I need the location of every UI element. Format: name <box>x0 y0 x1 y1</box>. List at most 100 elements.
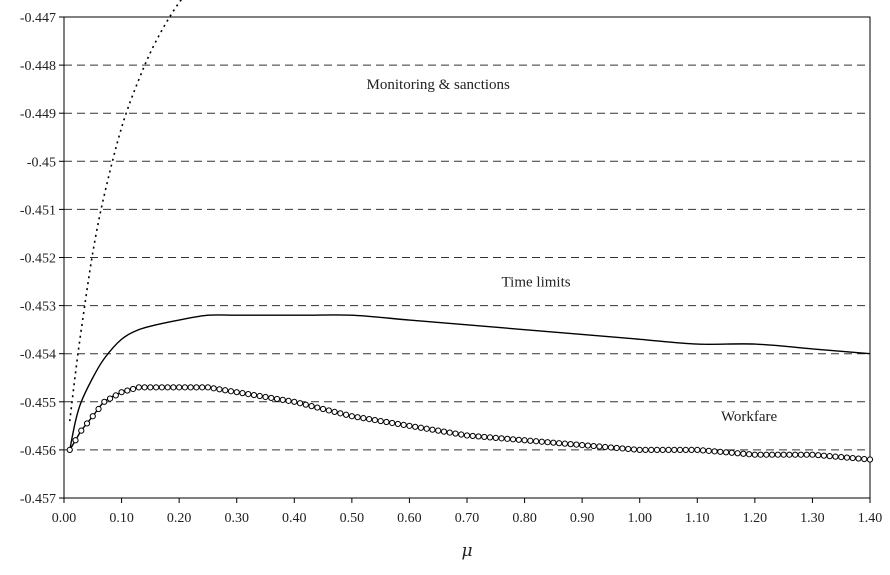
series-marker <box>360 415 367 422</box>
series-marker <box>619 445 626 452</box>
series-marker <box>688 446 695 453</box>
series-marker <box>164 384 171 391</box>
series-marker <box>596 443 603 450</box>
series-marker <box>423 425 430 432</box>
series-marker <box>486 434 494 441</box>
series-marker <box>544 439 551 446</box>
series-marker <box>187 384 194 391</box>
series-marker <box>285 397 292 404</box>
series-marker <box>509 436 517 443</box>
series-marker <box>72 437 79 444</box>
series-marker <box>573 441 580 448</box>
series-marker <box>653 446 661 453</box>
series-marker <box>550 439 557 446</box>
series-marker <box>659 446 666 453</box>
series-marker <box>728 449 735 456</box>
series-marker <box>371 416 378 424</box>
series-marker <box>797 451 805 458</box>
series-marker <box>273 395 281 403</box>
series-marker <box>492 434 499 441</box>
y-tick-label: -0.455 <box>20 396 56 411</box>
series-marker <box>636 446 643 453</box>
series-marker <box>820 452 828 459</box>
series-marker <box>176 384 183 391</box>
series-marker <box>861 455 868 463</box>
series-marker <box>607 444 615 451</box>
series-marker <box>676 446 684 453</box>
x-axis-label: μ <box>461 541 472 561</box>
series-marker <box>602 443 609 451</box>
series-marker <box>734 450 741 457</box>
series-marker <box>135 384 142 391</box>
x-tick-label: 0.40 <box>282 511 307 526</box>
series-marker <box>538 438 545 445</box>
grid-lines <box>64 64 870 451</box>
x-tick-label: 1.30 <box>800 511 825 526</box>
series-marker <box>210 385 217 392</box>
series-marker <box>366 416 373 423</box>
series-marker <box>331 408 338 416</box>
series-marker <box>527 437 534 444</box>
series-marker <box>826 453 833 460</box>
series-marker <box>337 410 344 417</box>
series-marker <box>866 456 874 463</box>
y-tick-label: -0.448 <box>20 59 56 74</box>
series-marker <box>584 442 592 449</box>
series-marker <box>78 427 85 434</box>
series-marker <box>671 446 678 453</box>
series-marker <box>279 396 286 403</box>
series-marker <box>106 395 114 402</box>
series-marker <box>435 427 442 434</box>
series-marker <box>665 446 672 453</box>
series-marker <box>838 454 845 461</box>
series-marker <box>141 384 148 391</box>
series-marker <box>504 435 511 442</box>
series-marker <box>717 448 724 455</box>
series-marker <box>740 450 747 457</box>
series-annotation: Time limits <box>502 274 571 290</box>
y-tick-label: -0.454 <box>20 348 56 363</box>
series-marker <box>83 420 91 427</box>
series-marker <box>394 420 402 428</box>
series-marker <box>245 391 252 398</box>
series-marker <box>440 428 448 435</box>
y-tick-label: -0.453 <box>20 300 56 315</box>
x-tick-label: 1.20 <box>743 511 768 526</box>
x-tick-label: 1.10 <box>685 511 710 526</box>
y-tick-label: -0.451 <box>20 203 56 218</box>
series-marker <box>855 455 862 462</box>
series-marker <box>118 389 125 396</box>
series-marker <box>843 454 851 461</box>
series-marker <box>354 414 361 421</box>
series-marker <box>296 400 304 407</box>
series-marker <box>222 387 229 394</box>
annotations: Monitoring & sanctions Time limits Workfar… <box>367 77 778 425</box>
series-marker <box>193 384 200 391</box>
x-tick-label: 0.90 <box>570 511 595 526</box>
series-marker <box>314 404 321 411</box>
series-marker <box>625 445 632 453</box>
series-marker <box>308 403 315 410</box>
series-marker <box>532 438 540 445</box>
series-marker <box>774 451 781 458</box>
series-marker <box>101 398 108 405</box>
series-marker <box>780 451 787 458</box>
series-marker <box>475 433 482 440</box>
series-marker <box>694 446 701 453</box>
series-marker <box>452 430 459 437</box>
series-marker <box>498 435 505 442</box>
series-marker <box>832 453 839 460</box>
y-tick-label: -0.449 <box>20 107 56 122</box>
series-marker <box>129 385 137 393</box>
series-marker <box>268 394 275 402</box>
x-tick-label: 0.50 <box>340 511 365 526</box>
series-marker <box>343 411 350 418</box>
x-tick-label: 0.30 <box>224 511 249 526</box>
series-marker <box>786 451 793 458</box>
series-marker <box>429 426 436 433</box>
series-marker <box>233 389 240 396</box>
series-marker <box>711 448 718 455</box>
series-marker <box>751 451 758 458</box>
series-marker <box>682 446 689 453</box>
